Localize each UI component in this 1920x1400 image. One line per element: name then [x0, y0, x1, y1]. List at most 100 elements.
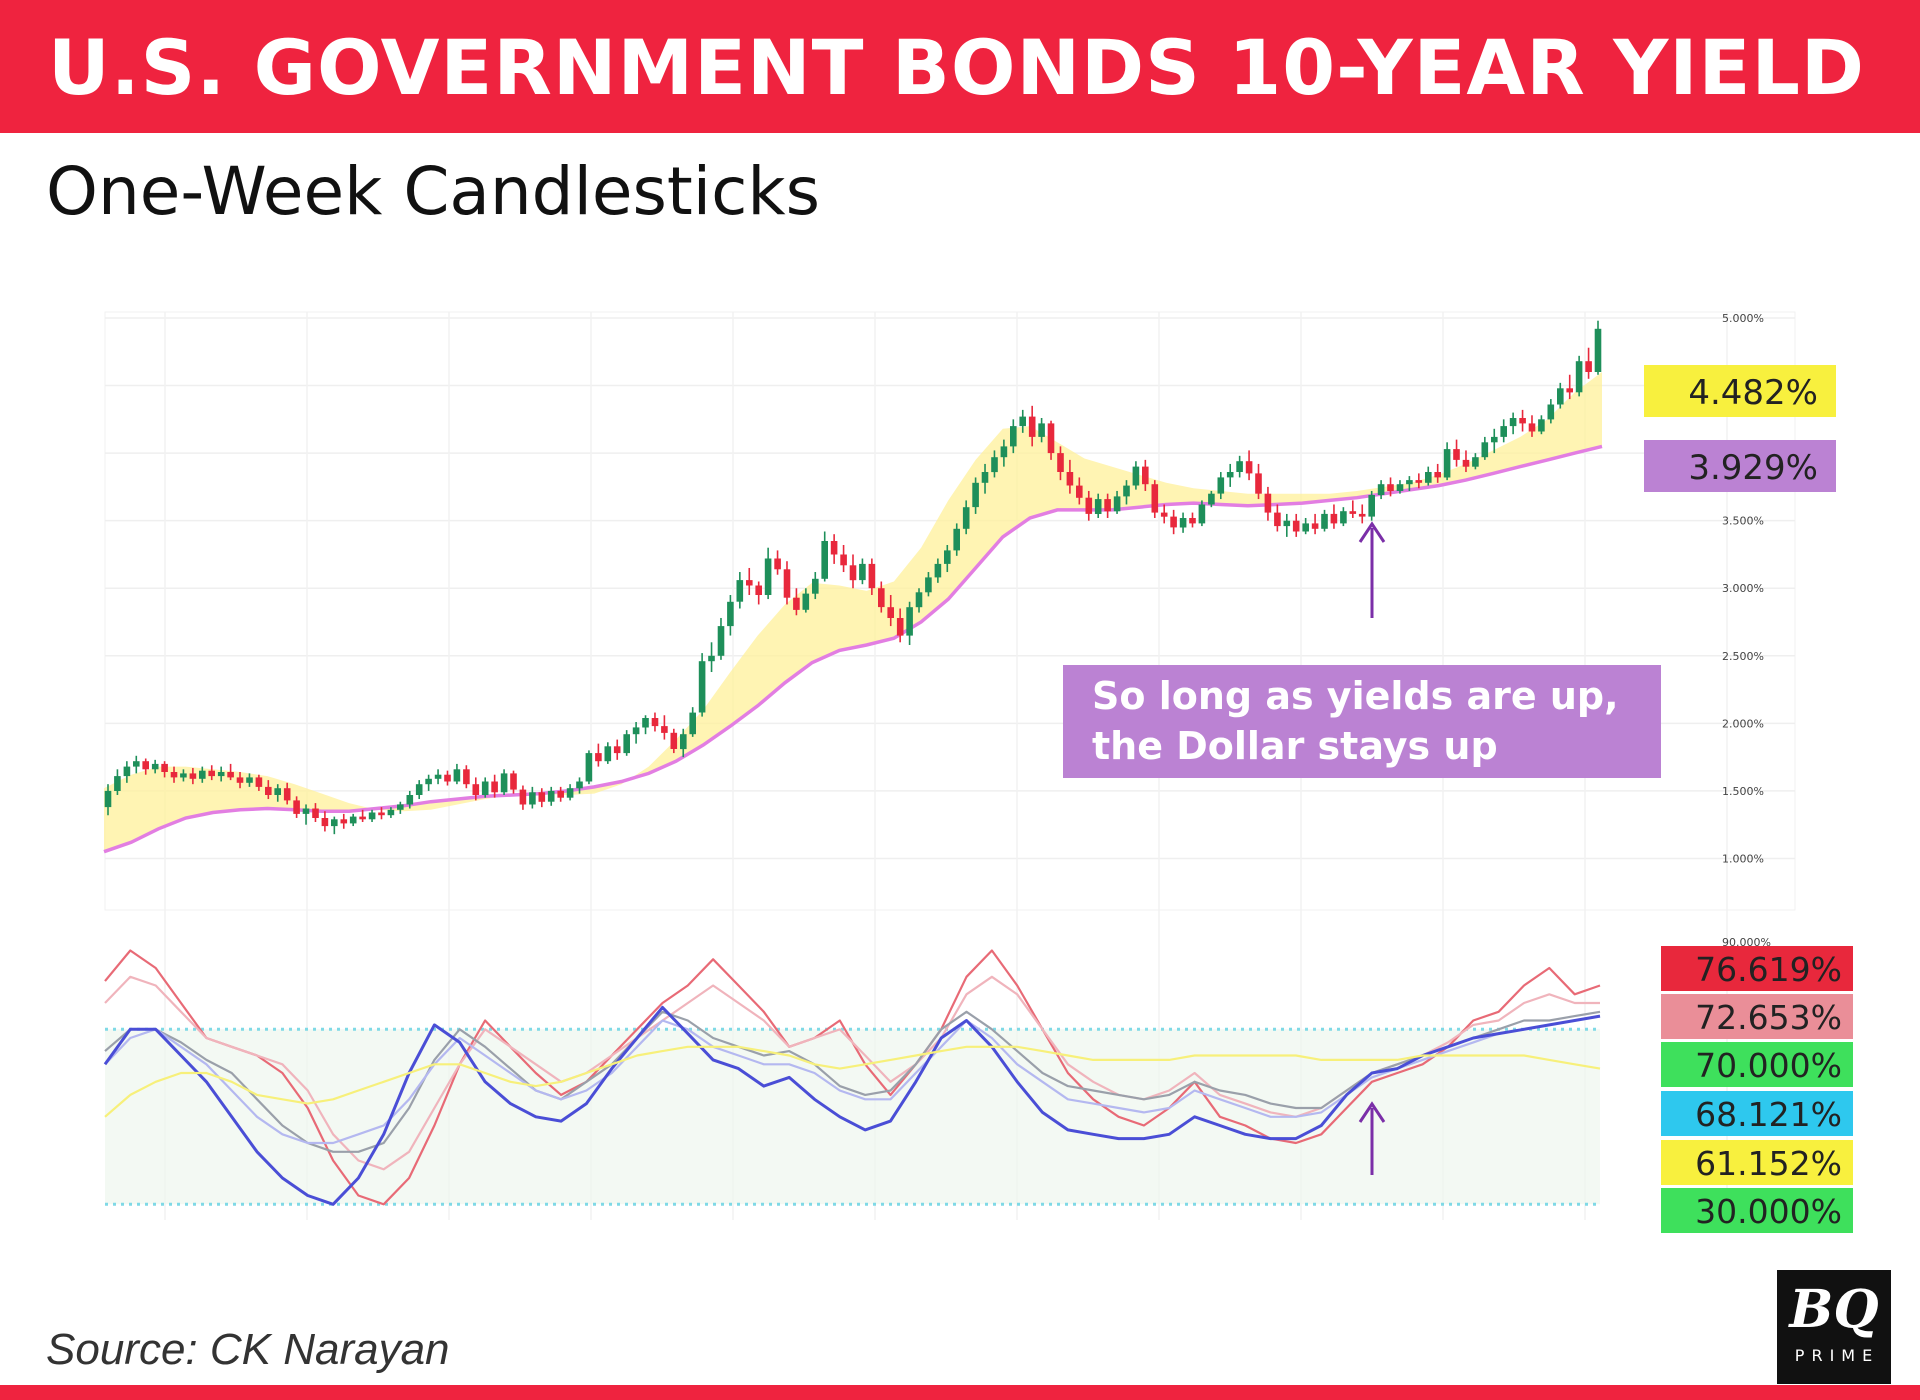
candle	[698, 653, 706, 717]
oscillator-label-text: 72.653%	[1695, 998, 1842, 1037]
arrow-icon	[1358, 1101, 1386, 1175]
candle	[453, 763, 461, 785]
candle	[661, 715, 668, 740]
candle	[887, 595, 894, 627]
candle	[1066, 459, 1074, 494]
source-note: Source: CK Narayan	[46, 1325, 450, 1374]
candle	[868, 558, 876, 595]
candle	[519, 785, 527, 810]
candle	[500, 769, 508, 795]
y-tick-label: 90.000%	[1722, 936, 1771, 949]
candle	[1575, 355, 1583, 397]
candle	[491, 774, 498, 798]
candle	[1142, 459, 1149, 491]
candle	[1208, 490, 1215, 508]
oscillator-label: 61.152%	[1661, 1140, 1853, 1185]
oscillator-axis: 90.000%	[1722, 936, 1771, 949]
candle	[255, 774, 263, 791]
candle	[1179, 512, 1187, 533]
candle	[1594, 320, 1602, 375]
candle	[368, 809, 376, 823]
candle	[915, 588, 923, 613]
candle	[840, 545, 847, 573]
candle	[1170, 509, 1177, 535]
y-tick-label: 2.500%	[1722, 650, 1764, 663]
candle	[1236, 455, 1243, 478]
candle	[1453, 439, 1460, 467]
candle	[161, 761, 168, 778]
candle	[1085, 490, 1093, 521]
candle	[1047, 420, 1055, 460]
candle	[481, 777, 489, 798]
candle	[274, 784, 281, 802]
candle	[114, 769, 121, 795]
candle	[302, 804, 310, 825]
candle	[472, 777, 480, 801]
candle	[1160, 504, 1168, 524]
candle	[1415, 473, 1423, 489]
candle	[1028, 405, 1036, 447]
candle	[1434, 463, 1441, 483]
candle	[962, 500, 970, 535]
price-label: 3.929%	[1644, 440, 1836, 492]
y-tick-label: 5.000%	[1722, 312, 1764, 325]
candle	[1472, 453, 1479, 470]
moving-average-line	[103, 444, 1603, 854]
candle	[378, 807, 385, 820]
neutral-zone	[105, 1029, 1600, 1205]
candle	[1396, 480, 1404, 494]
candle	[746, 567, 753, 595]
candle	[585, 750, 593, 785]
candle	[925, 572, 932, 597]
candle	[557, 786, 564, 802]
candle	[1509, 412, 1517, 435]
candle	[1340, 507, 1347, 527]
candle	[425, 774, 432, 791]
candle	[953, 523, 960, 556]
candle	[783, 561, 791, 605]
bq-prime-logo: BQ PRIME	[1777, 1270, 1891, 1384]
price-axis: 5.000% 3.500% 3.000% 2.500% 2.000% 1.500% 1.00…	[1722, 312, 1764, 866]
candle	[717, 617, 725, 660]
candle	[1123, 480, 1130, 505]
candle	[680, 728, 687, 758]
footer-bar	[0, 1385, 1920, 1400]
candle	[463, 765, 470, 789]
candle	[1094, 493, 1102, 518]
candle	[991, 450, 998, 478]
candle	[189, 767, 197, 785]
oscillator-series	[103, 949, 1601, 1206]
candle	[397, 801, 404, 814]
candle	[821, 531, 828, 582]
price-label-text: 3.929%	[1688, 448, 1818, 488]
candle	[1538, 415, 1545, 435]
candle	[1283, 513, 1291, 537]
candle	[151, 759, 159, 774]
candle	[321, 811, 329, 832]
y-tick-label: 1.000%	[1722, 853, 1764, 866]
candle	[651, 712, 659, 732]
candle	[1113, 490, 1121, 514]
oscillator-label: 70.000%	[1661, 1042, 1853, 1087]
candle	[1387, 477, 1394, 497]
oscillator-line	[104, 1045, 1601, 1118]
candle	[444, 770, 451, 786]
candle	[576, 777, 583, 794]
candle	[199, 766, 206, 783]
candle	[1358, 504, 1366, 524]
candle	[1425, 466, 1432, 486]
candle	[1057, 446, 1064, 481]
oscillator-label: 76.619%	[1661, 946, 1853, 991]
y-tick-label: 1.500%	[1722, 785, 1764, 798]
candle	[547, 786, 555, 806]
candle	[812, 572, 819, 600]
candle	[180, 769, 187, 782]
candle	[613, 739, 621, 760]
candle	[632, 722, 640, 744]
candle	[123, 761, 131, 783]
candle	[387, 807, 395, 818]
oscillator-label: 72.653%	[1661, 994, 1853, 1039]
candle	[1349, 500, 1357, 518]
oscillator-label: 30.000%	[1661, 1188, 1853, 1233]
